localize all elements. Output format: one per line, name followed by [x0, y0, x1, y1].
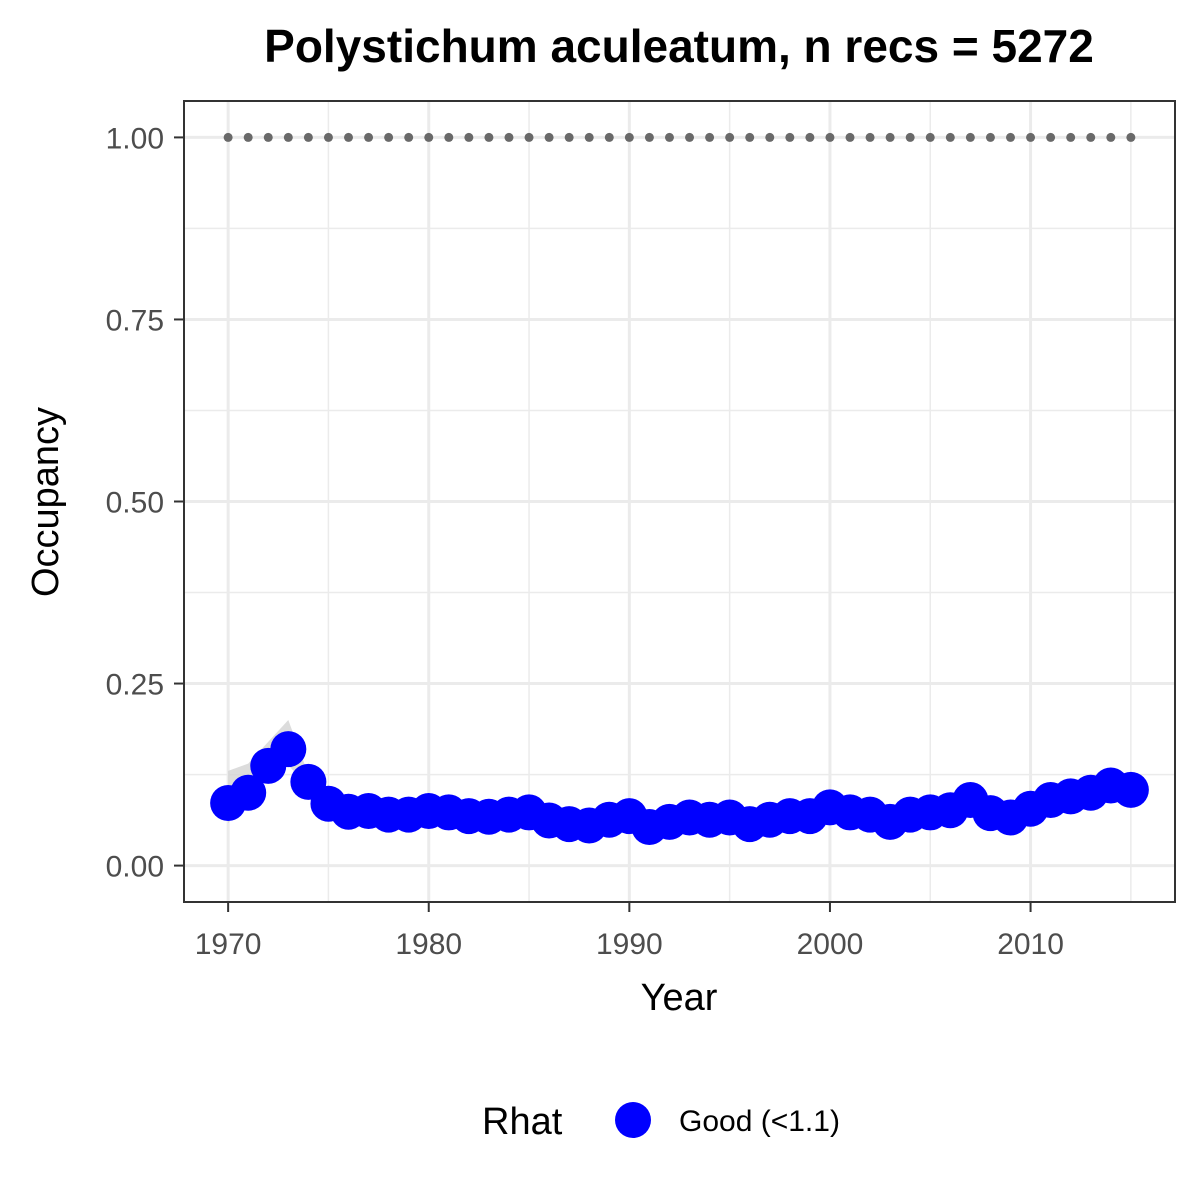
reference-dot	[885, 132, 895, 142]
reference-dot	[364, 132, 374, 142]
reference-dot	[484, 132, 494, 142]
y-tick-label: 0.50	[106, 487, 164, 520]
x-tick-label: 1990	[596, 928, 663, 961]
reference-dot	[745, 132, 755, 142]
y-axis: 0.00 0.25 0.50 0.75 1.00	[106, 122, 184, 884]
reference-dot	[825, 132, 835, 142]
reference-dot	[1106, 132, 1116, 142]
reference-dot	[985, 132, 995, 142]
reference-dot	[925, 132, 935, 142]
reference-dot	[464, 132, 474, 142]
reference-dot	[564, 132, 574, 142]
reference-dot	[303, 132, 313, 142]
reference-dot	[965, 132, 975, 142]
reference-dot	[765, 132, 775, 142]
reference-dot	[845, 132, 855, 142]
reference-dot	[1086, 132, 1096, 142]
y-tick-label: 1.00	[106, 122, 164, 155]
reference-dot	[1126, 132, 1136, 142]
reference-dot	[524, 132, 534, 142]
data-point	[1112, 771, 1149, 808]
reference-dot	[664, 132, 674, 142]
x-axis-title: Year	[641, 977, 718, 1019]
x-tick-label: 1970	[195, 928, 262, 961]
reference-dot	[1026, 132, 1036, 142]
x-axis: 1970 1980 1990 2000 2010	[195, 902, 1064, 961]
reference-dot	[785, 132, 795, 142]
x-tick-label: 2010	[997, 928, 1064, 961]
reference-dot	[263, 132, 273, 142]
occupancy-points	[210, 731, 1149, 845]
reference-dot	[705, 132, 715, 142]
reference-dot	[544, 132, 554, 142]
reference-line-dotted	[223, 132, 1136, 142]
y-tick-label: 0.25	[106, 669, 164, 702]
reference-dot	[644, 132, 654, 142]
data-point	[270, 731, 307, 768]
reference-dot	[1066, 132, 1076, 142]
reference-dot	[604, 132, 614, 142]
reference-dot	[905, 132, 915, 142]
x-tick-label: 2000	[797, 928, 864, 961]
data-point	[230, 774, 267, 811]
reference-dot	[725, 132, 735, 142]
legend-key-good	[615, 1102, 651, 1138]
legend-label-good: Good (<1.1)	[679, 1105, 840, 1138]
reference-dot	[865, 132, 875, 142]
y-tick-label: 0.75	[106, 304, 164, 337]
legend: Rhat Good (<1.1)	[482, 1101, 840, 1143]
reference-dot	[343, 132, 353, 142]
chart-title: Polystichum aculeatum, n recs = 5272	[264, 20, 1094, 72]
reference-dot	[223, 132, 233, 142]
plot-panel	[183, 100, 1176, 903]
x-tick-label: 1980	[395, 928, 462, 961]
reference-dot	[584, 132, 594, 142]
reference-dot	[805, 132, 815, 142]
reference-dot	[404, 132, 414, 142]
reference-dot	[323, 132, 333, 142]
reference-dot	[1046, 132, 1056, 142]
reference-dot	[945, 132, 955, 142]
reference-dot	[1006, 132, 1016, 142]
legend-title: Rhat	[482, 1101, 563, 1143]
reference-dot	[283, 132, 293, 142]
y-tick-label: 0.00	[106, 851, 164, 884]
reference-dot	[424, 132, 434, 142]
reference-dot	[444, 132, 454, 142]
reference-dot	[685, 132, 695, 142]
reference-dot	[504, 132, 514, 142]
y-axis-title: Occupancy	[25, 407, 67, 597]
reference-dot	[384, 132, 394, 142]
reference-dot	[243, 132, 253, 142]
reference-dot	[624, 132, 634, 142]
